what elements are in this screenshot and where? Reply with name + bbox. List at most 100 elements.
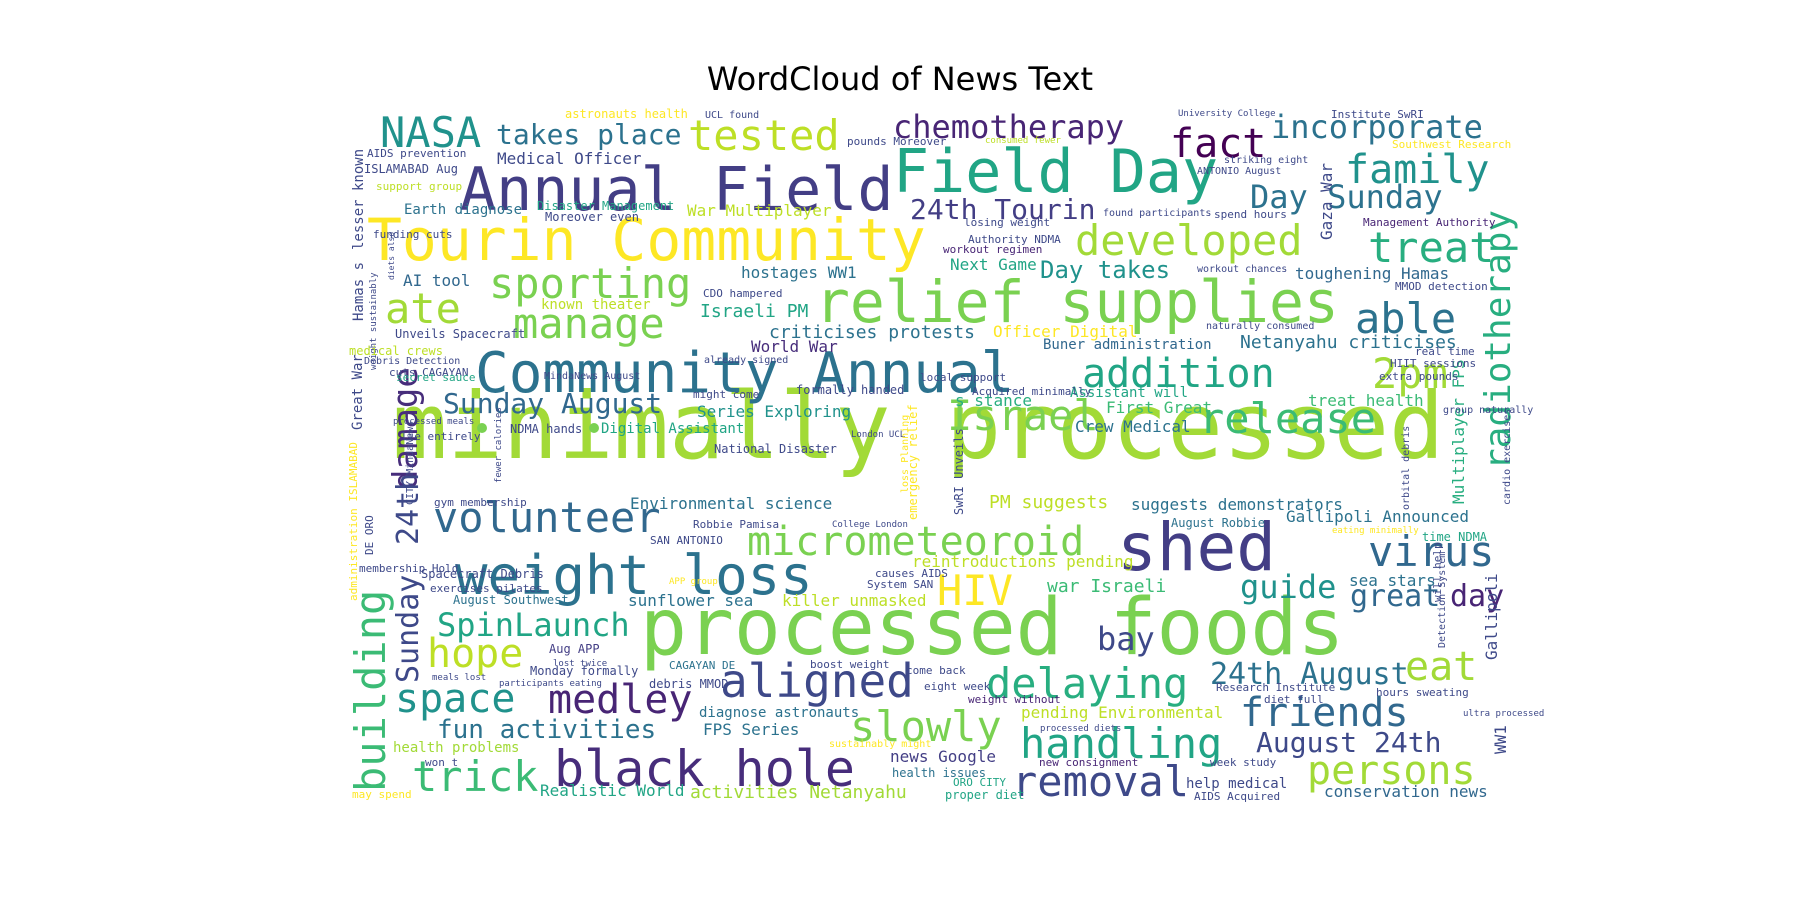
word-workout-regimen: workout regimen — [943, 243, 1042, 256]
word-conservation-news: conservation news — [1324, 782, 1488, 801]
word-disaster-management: Disaster Management — [537, 199, 674, 213]
word-release: release — [1199, 394, 1376, 443]
word-processed-diets: processed diets — [1040, 724, 1121, 734]
word-handling: handling — [1020, 719, 1222, 768]
word-consumed-fewer: consumed fewer — [985, 136, 1061, 146]
word-virus: virus — [1368, 527, 1494, 576]
word-gallipoli-announced: Gallipoli Announced — [1286, 507, 1469, 526]
word-moreover-even: Moreover even — [545, 210, 639, 224]
word-found-participants: found participants — [1103, 208, 1211, 219]
word-buner-administration: Buner administration — [1043, 337, 1212, 353]
word-manage: manage — [513, 299, 665, 348]
word-takes-place: takes place — [496, 118, 681, 151]
word-national-disaster: National Disaster — [714, 442, 837, 456]
word-bay: bay — [1097, 620, 1155, 658]
word-unveils-spacecraft: Unveils Spacecraft — [395, 327, 525, 341]
word-annual-field: Annual Field — [460, 155, 893, 225]
word-striking-eight: striking eight — [1224, 155, 1308, 166]
word-tested: tested — [688, 111, 840, 160]
word-minimally-processed: minimally processed — [392, 373, 1444, 480]
word-fun-activities: fun activities — [437, 715, 656, 745]
word-incorporate: incorporate — [1271, 108, 1483, 146]
word-eight-week: eight week — [924, 680, 991, 693]
word-suggests-demonstrators: suggests demonstrators — [1131, 495, 1343, 514]
word-sunflower-sea: sunflower sea — [628, 591, 753, 610]
word-earth-diagnose: Earth diagnose — [404, 202, 522, 218]
word-fps-series: FPS Series — [703, 720, 799, 739]
word-naturally-consumed: naturally consumed — [1206, 321, 1314, 332]
word-san-antonio: SAN ANTONIO — [650, 534, 723, 547]
word-sea-stars: sea stars — [1349, 571, 1436, 590]
word-aids-acquired: AIDS Acquired — [1194, 790, 1280, 803]
word-time-ndma: time NDMA — [1422, 530, 1488, 544]
word-spinlaunch: SpinLaunch — [437, 606, 630, 644]
word-eating-minimally: eating minimally — [1332, 526, 1419, 536]
word-world-war: World War — [751, 337, 838, 356]
word-digital-assistant: Digital Assistant — [601, 421, 744, 437]
word-membership-hold: membership Hold — [359, 562, 458, 575]
word-secret-sauce: secret sauce — [396, 371, 475, 384]
word-management-authority: Management Authority — [1363, 216, 1496, 229]
word-ww1: WW1 — [1491, 725, 1510, 754]
word-sustainably-might: sustainably might — [829, 739, 931, 750]
word-guide: guide — [1240, 568, 1336, 606]
word-southwest-research: Southwest Research — [1392, 138, 1511, 151]
word-city-mindanews: CITY MindaNews — [405, 421, 416, 505]
word-24th: 24th — [391, 473, 426, 545]
word-local-support: local support — [920, 371, 1006, 384]
word-24th-tourin: 24th Tourin — [910, 193, 1095, 226]
word-might-come: might come — [693, 388, 759, 401]
word-2pm: 2pm — [1372, 349, 1448, 398]
word-series-exploring: Series Exploring — [697, 402, 851, 421]
word-killer-unmasked: killer unmasked — [782, 591, 927, 610]
word-losing-weight: losing weight — [964, 216, 1050, 229]
word-realistic-world: Realistic World — [540, 781, 685, 800]
word-criticises-protests: criticises protests — [769, 322, 975, 343]
word-micrometeoroid: micrometeoroid — [747, 519, 1084, 565]
word-help-medical: help medical — [1186, 776, 1287, 792]
word-won-t: won t — [425, 756, 458, 769]
word-known-theater: known theater — [541, 297, 651, 313]
word-pounds-moreover: pounds Moreover — [847, 135, 947, 148]
word-boost-weight: boost weight — [810, 658, 889, 671]
word-health-problems: health problems — [393, 740, 519, 756]
word-netanyahu-criticises: Netanyahu criticises — [1240, 332, 1457, 353]
word-authority-ndma: Authority NDMA — [968, 233, 1061, 246]
word-medical-officer: Medical Officer — [497, 149, 642, 168]
word-will-help: will help — [1431, 542, 1444, 602]
word-new-consignment: new consignment — [1039, 756, 1138, 769]
word-ultra-processed: ultra processed — [1463, 709, 1544, 719]
word-cuts-cagayan: cuts CAGAYAN — [389, 366, 468, 379]
word-real-time: real time — [1415, 345, 1475, 358]
word-loss-planning: loss Planning — [900, 415, 911, 493]
word-debris-mmod: debris MMOD — [649, 677, 728, 691]
word-detection-system: Detection System — [1437, 552, 1448, 648]
word-fewer-calories: fewer calories — [494, 407, 504, 483]
word-swri-unveils: SwRI Unveils — [952, 428, 966, 515]
word-hiv: HIV — [937, 566, 1013, 615]
word-medley: medley — [548, 677, 693, 723]
word-pm-suggests: PM suggests — [989, 492, 1108, 513]
word-israel: Israel — [947, 391, 1099, 440]
word-lost-twice: lost twice — [553, 659, 607, 669]
word-cdo-hampered: CDO hampered — [703, 287, 782, 300]
dot-mark-2 — [589, 423, 599, 433]
word-weight-loss: weight loss — [455, 544, 813, 607]
word-london-ucl: London UCL — [851, 430, 905, 440]
dot-mark-1 — [477, 423, 487, 433]
word-aids-prevention: AIDS prevention — [367, 147, 466, 160]
word-sunday-august: Sunday August — [443, 387, 662, 420]
word-funding-cuts: funding cuts — [373, 228, 452, 241]
word-weight-sustainably: weight sustainably — [369, 272, 379, 370]
word-building: building — [346, 590, 395, 792]
word-radiotherapy: radiotherapy — [1478, 210, 1519, 470]
word-black-hole: black hole — [554, 740, 855, 798]
word-institute-swri: Institute SwRI — [1331, 108, 1424, 121]
word-health-issues: health issues — [892, 766, 986, 780]
word-hiit-sessions: HIIT sessions — [1390, 357, 1476, 370]
word-august-southwest: August Southwest — [453, 593, 569, 607]
word-israeli-pm: Israeli PM — [700, 301, 809, 322]
word-s-stance: s stance — [955, 391, 1032, 410]
word-aligned: aligned — [720, 654, 914, 708]
